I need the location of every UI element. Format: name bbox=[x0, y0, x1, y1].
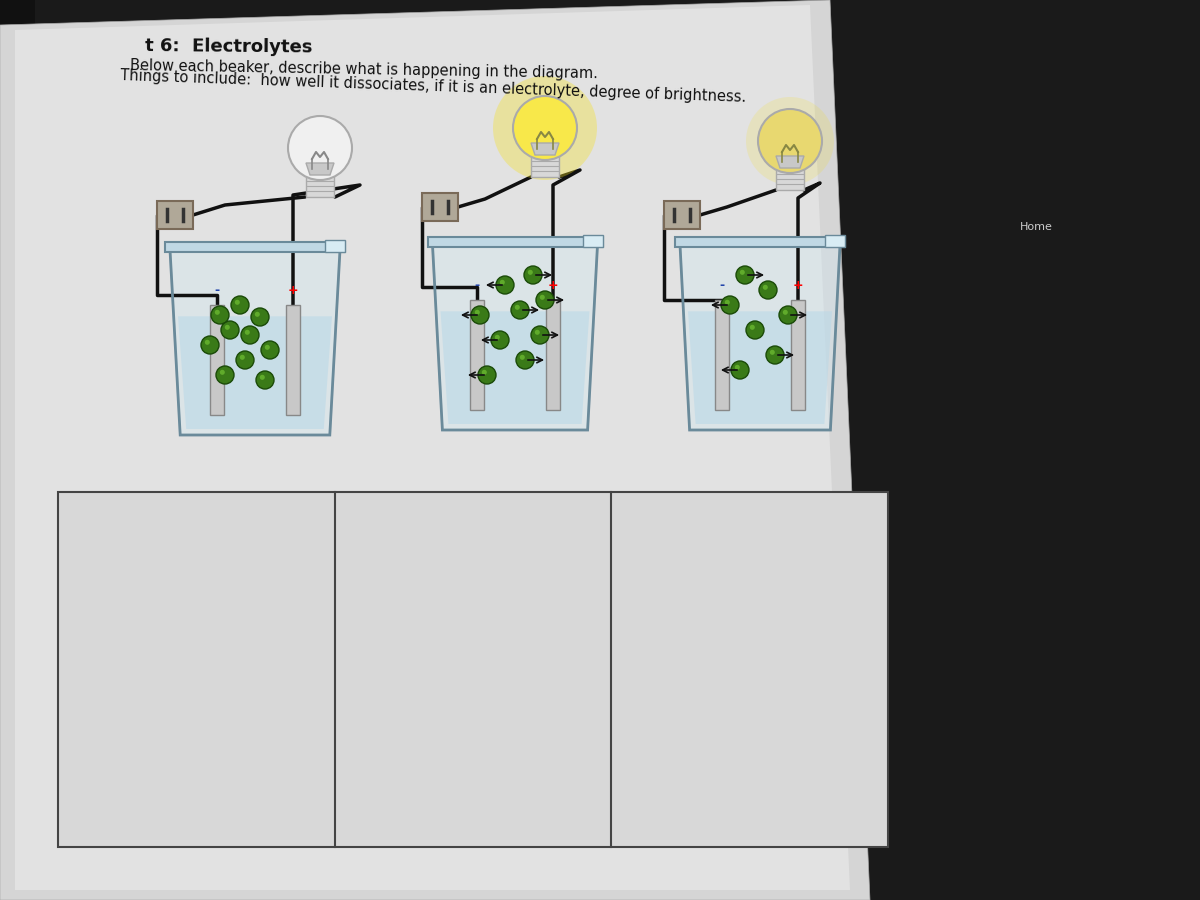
Bar bbox=[664, 201, 700, 229]
Bar bbox=[166, 242, 346, 252]
Text: -: - bbox=[720, 279, 725, 292]
Text: -: - bbox=[215, 284, 220, 297]
Text: Below each beaker, describe what is happening in the diagram.: Below each beaker, describe what is happ… bbox=[130, 58, 598, 81]
Circle shape bbox=[202, 336, 220, 354]
Circle shape bbox=[494, 335, 500, 340]
Circle shape bbox=[491, 331, 509, 349]
Bar bbox=[826, 235, 845, 247]
Circle shape bbox=[245, 329, 250, 335]
Polygon shape bbox=[680, 245, 840, 430]
Circle shape bbox=[235, 300, 240, 305]
Bar bbox=[306, 175, 334, 197]
Circle shape bbox=[760, 281, 778, 299]
Circle shape bbox=[496, 276, 514, 294]
Polygon shape bbox=[776, 156, 804, 168]
Circle shape bbox=[530, 326, 550, 344]
Polygon shape bbox=[530, 143, 559, 155]
Text: t 6:  Electrolytes: t 6: Electrolytes bbox=[145, 37, 312, 56]
Circle shape bbox=[766, 346, 784, 364]
Bar bbox=[715, 300, 730, 410]
Polygon shape bbox=[0, 0, 35, 900]
Circle shape bbox=[478, 366, 496, 384]
Circle shape bbox=[721, 296, 739, 314]
Circle shape bbox=[746, 97, 834, 185]
Bar bbox=[325, 240, 346, 252]
Circle shape bbox=[731, 361, 749, 379]
Circle shape bbox=[215, 310, 220, 315]
Circle shape bbox=[528, 270, 533, 274]
Circle shape bbox=[769, 350, 775, 355]
Polygon shape bbox=[870, 0, 1200, 900]
Bar bbox=[582, 235, 602, 247]
Polygon shape bbox=[306, 163, 334, 175]
Circle shape bbox=[499, 280, 505, 284]
Circle shape bbox=[514, 96, 577, 160]
Text: +: + bbox=[793, 279, 803, 292]
Polygon shape bbox=[14, 5, 850, 890]
Circle shape bbox=[734, 364, 740, 370]
Circle shape bbox=[475, 310, 480, 315]
Text: +: + bbox=[288, 284, 299, 297]
Circle shape bbox=[251, 308, 269, 326]
Bar bbox=[530, 155, 559, 177]
Circle shape bbox=[221, 321, 239, 339]
Circle shape bbox=[470, 306, 490, 324]
Circle shape bbox=[216, 366, 234, 384]
Circle shape bbox=[736, 266, 754, 284]
Circle shape bbox=[739, 270, 745, 274]
Circle shape bbox=[515, 305, 520, 310]
Circle shape bbox=[259, 374, 265, 380]
Circle shape bbox=[288, 116, 352, 180]
Circle shape bbox=[520, 355, 524, 360]
Circle shape bbox=[516, 351, 534, 369]
Polygon shape bbox=[0, 0, 870, 900]
Circle shape bbox=[725, 300, 730, 305]
Circle shape bbox=[763, 284, 768, 290]
Bar bbox=[470, 300, 484, 410]
Circle shape bbox=[211, 306, 229, 324]
Bar bbox=[776, 168, 804, 190]
Circle shape bbox=[493, 76, 598, 180]
Polygon shape bbox=[440, 311, 589, 424]
Circle shape bbox=[746, 321, 764, 339]
Bar bbox=[791, 300, 805, 410]
Circle shape bbox=[205, 340, 210, 345]
Circle shape bbox=[536, 291, 554, 309]
Bar bbox=[58, 492, 888, 847]
Circle shape bbox=[758, 109, 822, 173]
Circle shape bbox=[254, 311, 260, 317]
Circle shape bbox=[236, 351, 254, 369]
Polygon shape bbox=[432, 245, 598, 430]
Circle shape bbox=[241, 326, 259, 344]
Circle shape bbox=[481, 370, 487, 374]
Circle shape bbox=[265, 345, 270, 350]
Bar bbox=[210, 305, 224, 415]
Bar bbox=[427, 237, 602, 247]
Circle shape bbox=[779, 306, 797, 324]
Circle shape bbox=[230, 296, 250, 314]
Circle shape bbox=[224, 325, 230, 329]
Circle shape bbox=[524, 266, 542, 284]
Circle shape bbox=[262, 341, 278, 359]
Circle shape bbox=[220, 370, 224, 374]
Circle shape bbox=[240, 355, 245, 360]
Text: -: - bbox=[474, 279, 480, 292]
Bar bbox=[157, 201, 193, 229]
Polygon shape bbox=[688, 311, 832, 424]
Circle shape bbox=[535, 329, 540, 335]
Circle shape bbox=[256, 371, 274, 389]
Circle shape bbox=[511, 301, 529, 319]
Circle shape bbox=[750, 325, 755, 329]
Bar bbox=[546, 300, 560, 410]
Polygon shape bbox=[170, 250, 340, 435]
Circle shape bbox=[782, 310, 788, 315]
Bar bbox=[422, 193, 458, 221]
Polygon shape bbox=[178, 316, 332, 429]
Bar bbox=[674, 237, 845, 247]
Text: Things to include:  how well it dissociates, if it is an electrolyte, degree of : Things to include: how well it dissociat… bbox=[120, 68, 746, 105]
Circle shape bbox=[540, 295, 545, 300]
Bar bbox=[286, 305, 300, 415]
Text: +: + bbox=[547, 279, 558, 292]
Text: Home: Home bbox=[1020, 222, 1052, 232]
